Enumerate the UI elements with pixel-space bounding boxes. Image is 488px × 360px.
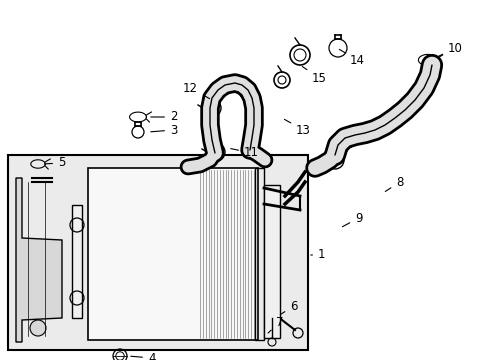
Text: 5: 5: [45, 157, 65, 170]
Text: 8: 8: [385, 175, 403, 192]
Text: 14: 14: [339, 49, 364, 67]
Text: 2: 2: [150, 111, 177, 123]
Text: 7: 7: [267, 315, 283, 333]
Bar: [254, 168, 264, 340]
Text: 1: 1: [310, 248, 325, 261]
Text: 3: 3: [150, 123, 177, 136]
Text: 10: 10: [437, 41, 462, 57]
Circle shape: [30, 320, 46, 336]
Text: 9: 9: [342, 211, 362, 227]
Bar: [88, 168, 258, 340]
Polygon shape: [16, 178, 62, 342]
Text: 15: 15: [302, 67, 326, 85]
Text: 12: 12: [183, 81, 209, 99]
Text: 4: 4: [130, 351, 155, 360]
Text: 11: 11: [230, 147, 259, 159]
Text: 13: 13: [284, 120, 310, 136]
Bar: [264, 185, 280, 338]
Bar: [72, 205, 82, 318]
Bar: [8, 155, 307, 350]
Text: 6: 6: [280, 300, 297, 315]
